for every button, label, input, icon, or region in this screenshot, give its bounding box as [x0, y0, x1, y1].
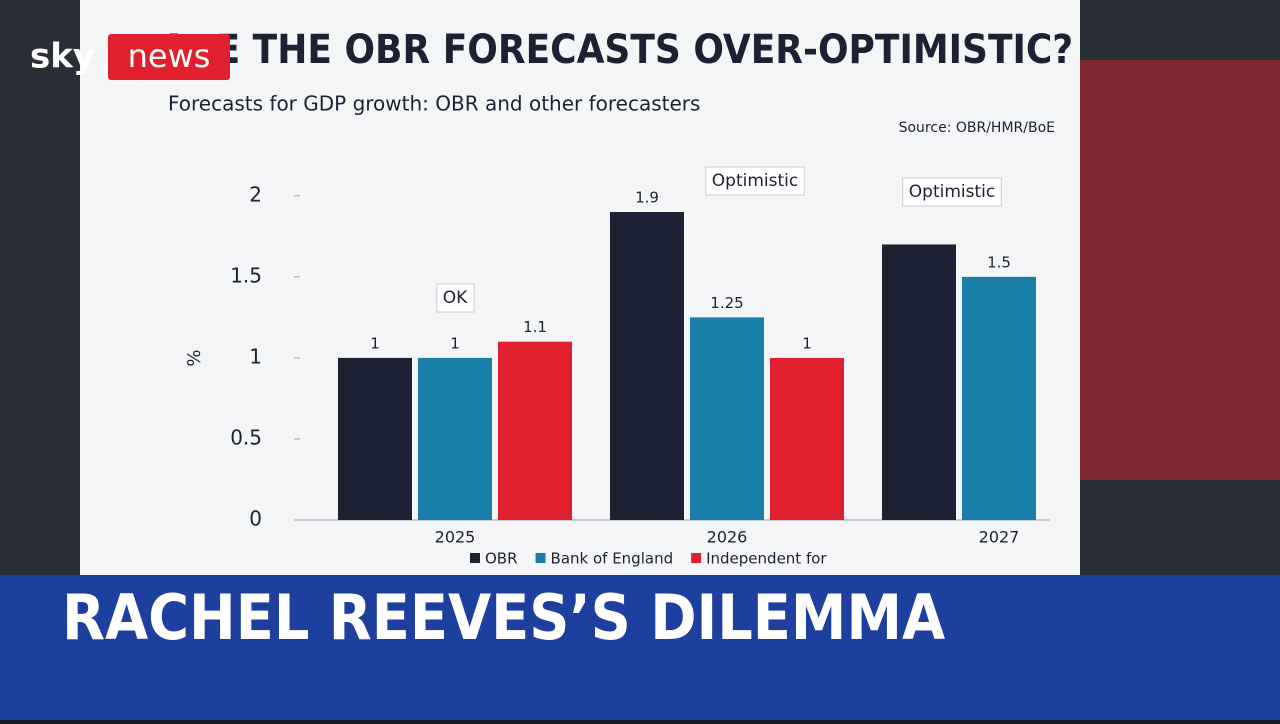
chart-source: Source: OBR/HMR/BoE — [899, 120, 1055, 136]
annotation-box — [436, 283, 475, 313]
data-label: 1 — [802, 334, 812, 352]
bar — [690, 317, 764, 520]
x-tick-label: 2025 — [435, 528, 476, 547]
annotation: Optimistic — [909, 182, 995, 202]
bar — [882, 244, 956, 521]
logo-box — [108, 34, 230, 80]
bar — [962, 276, 1036, 520]
y-tick-label: 1.5 — [230, 263, 262, 287]
data-label: 1.5 — [987, 253, 1011, 271]
legend-swatch — [535, 553, 546, 563]
legend-label: OBR — [485, 550, 518, 568]
studio-wall — [1080, 60, 1280, 480]
chart-title: ARE THE OBR FORECASTS OVER-OPTIMISTIC? — [160, 27, 1073, 73]
y-tick-label: 2 — [249, 182, 262, 206]
annotation-box — [705, 166, 805, 196]
data-label: 1 — [450, 334, 460, 352]
legend-swatch — [470, 553, 480, 563]
legend-swatch — [691, 553, 702, 563]
lower-third — [0, 575, 1280, 720]
y-axis-label: % — [184, 349, 205, 366]
bar — [610, 212, 684, 520]
annotation: Optimistic — [712, 171, 798, 191]
plot: 0 0.5 1 1.5 2 2025 1 1 1.1 2026 1.9 1.25 1 2027 1.5 OK O… — [230, 166, 1050, 568]
data-label: 1 — [370, 334, 380, 352]
data-label: 1.1 — [523, 318, 547, 336]
data-label: 1.9 — [635, 189, 659, 207]
y-tick-label: 0 — [249, 507, 262, 531]
bar — [498, 341, 572, 520]
x-tick-label: 2026 — [707, 528, 748, 547]
bar — [770, 357, 844, 520]
logo-news: news — [128, 37, 211, 75]
annotation: OK — [443, 288, 468, 308]
legend-label: Bank of England — [551, 550, 674, 568]
y-tick-label: 1 — [249, 344, 262, 368]
bar — [338, 357, 412, 520]
logo-sky: sky — [30, 37, 95, 77]
y-tick-label: 0.5 — [230, 425, 262, 449]
legend-label: Independent for — [706, 550, 827, 568]
bar — [418, 357, 492, 520]
headline: RACHEL REEVES’S DILEMMA — [62, 581, 945, 654]
annotation-box — [902, 177, 1002, 207]
data-label: 1.25 — [710, 294, 743, 312]
chart-subtitle: Forecasts for GDP growth: OBR and other … — [168, 92, 700, 116]
x-tick-label: 2027 — [979, 528, 1020, 547]
